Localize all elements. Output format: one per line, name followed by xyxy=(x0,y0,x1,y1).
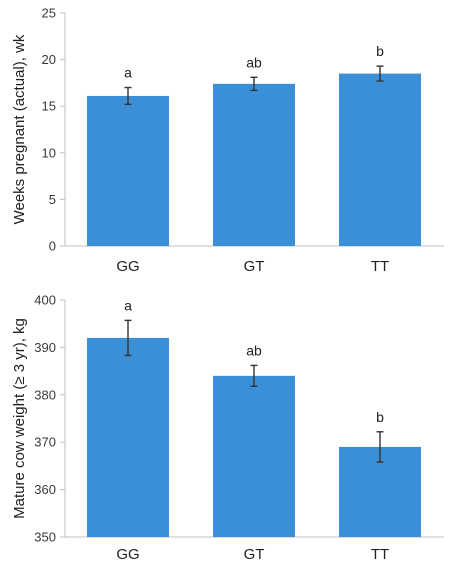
category-label: GT xyxy=(244,258,265,275)
y-tick-label: 390 xyxy=(34,340,56,355)
y-tick-label: 25 xyxy=(42,6,56,21)
significance-label: a xyxy=(124,65,132,81)
y-tick-label: 10 xyxy=(42,145,56,160)
y-tick-label: 0 xyxy=(49,239,56,254)
category-label: TT xyxy=(371,258,389,275)
chart-panel-1: 0 5 10 15 20 25 Weeks pregnant (actual), wk a GG… xyxy=(11,6,444,275)
y-tick-label: 20 xyxy=(42,52,56,67)
category-label: TT xyxy=(371,546,389,563)
y-tick-label: 380 xyxy=(34,387,56,402)
bar-gg xyxy=(87,337,169,537)
bar-gt xyxy=(213,83,295,246)
bar-gg xyxy=(87,95,169,246)
y-tick-label: 360 xyxy=(34,482,56,497)
chart-panel-2: 350 360 370 380 390 400 Mature cow weight (≥ 3… xyxy=(11,293,444,563)
y-tick-label: 370 xyxy=(34,435,56,450)
significance-label: ab xyxy=(246,342,262,358)
y-tick-label: 400 xyxy=(34,293,56,308)
y-tick-label: 15 xyxy=(42,99,56,114)
significance-label: ab xyxy=(246,54,262,70)
category-label: GG xyxy=(116,258,139,275)
bar-gt xyxy=(213,375,295,537)
y-tick-label: 350 xyxy=(34,530,56,545)
significance-label: b xyxy=(376,409,384,425)
bar-tt xyxy=(339,73,421,246)
category-label: GG xyxy=(116,546,139,563)
significance-label: b xyxy=(376,43,384,59)
significance-label: a xyxy=(124,297,132,313)
y-axis-title: Mature cow weight (≥ 3 yr), kg xyxy=(11,318,28,519)
category-label: GT xyxy=(244,546,265,563)
y-axis-title: Weeks pregnant (actual), wk xyxy=(11,34,28,224)
y-tick-label: 5 xyxy=(49,192,56,207)
